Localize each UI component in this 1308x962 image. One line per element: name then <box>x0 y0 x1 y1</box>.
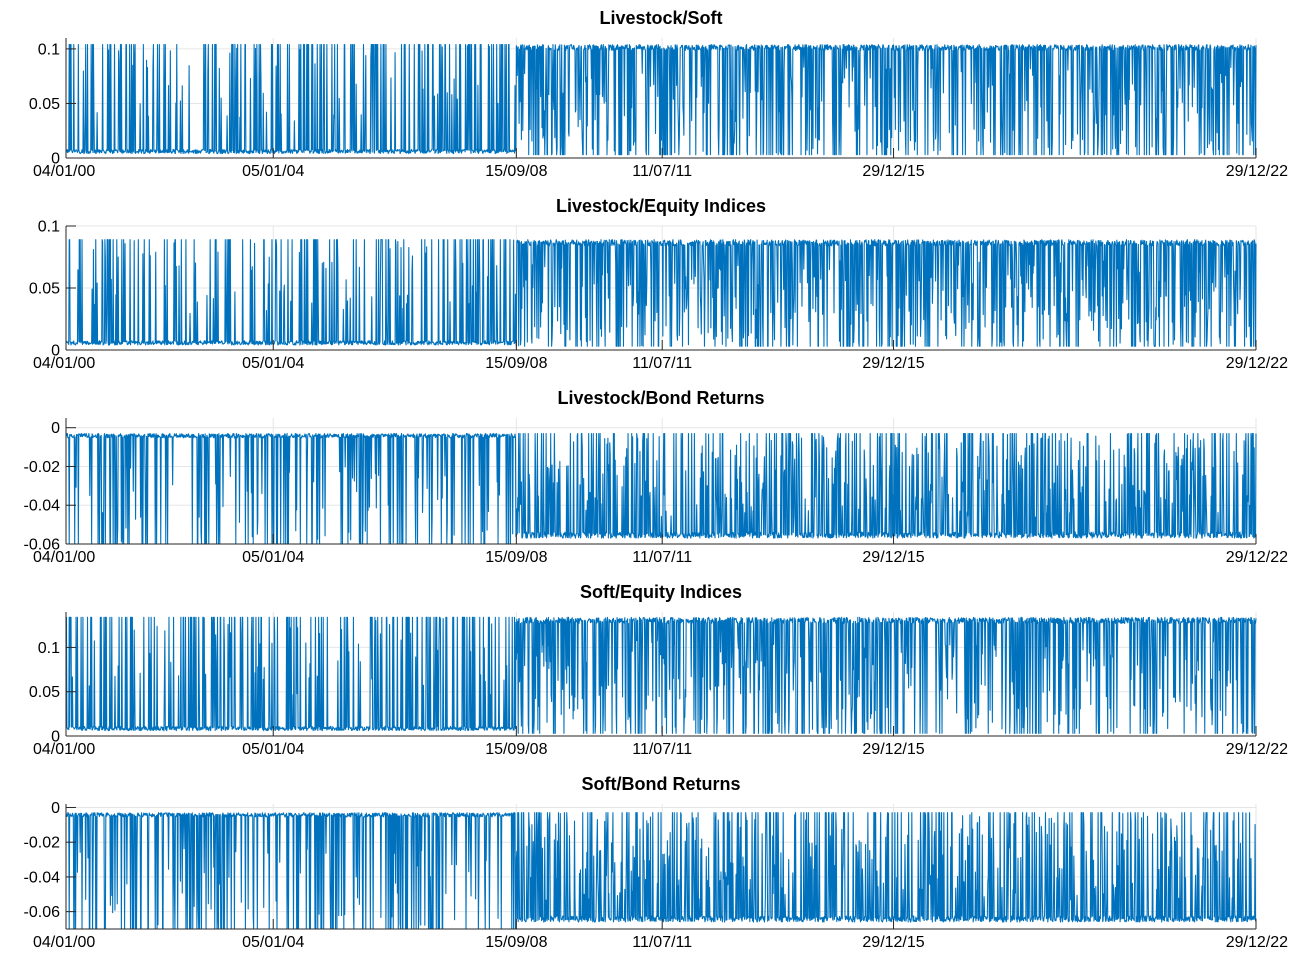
y-tick-label: -0.06 <box>24 904 61 921</box>
y-tick-label: 0.05 <box>29 684 60 701</box>
chart-panel: Livestock/Bond Returns -0.06 -0.04 -0.02 0 04… <box>24 388 1289 566</box>
x-tick-label: 05/01/04 <box>242 741 304 758</box>
x-tick-label: 05/01/04 <box>242 549 304 566</box>
chart-title: Livestock/Bond Returns <box>557 388 764 408</box>
series-line <box>65 616 1257 734</box>
chart-panel: Soft/Equity Indices 0 0.05 0.1 04/01/00 05/01… <box>29 582 1288 758</box>
chart-title: Soft/Bond Returns <box>582 774 741 794</box>
x-tick-label: 05/01/04 <box>242 163 304 180</box>
x-tick-label: 15/09/08 <box>485 934 547 951</box>
x-tick-label: 29/12/15 <box>862 934 924 951</box>
y-tick-label: -0.06 <box>24 537 61 554</box>
x-tick-label: 15/09/08 <box>485 549 547 566</box>
x-tick-label: 11/07/11 <box>632 934 692 951</box>
y-tick-label: -0.04 <box>24 869 61 886</box>
x-tick-label: 29/12/22 <box>1226 549 1288 566</box>
x-tick-label: 29/12/22 <box>1226 741 1288 758</box>
x-tick-label: 15/09/08 <box>485 355 547 372</box>
chart-panel: Livestock/Soft 0 0.05 0.1 04/01/00 05/01/04 15… <box>29 8 1288 180</box>
series-line <box>65 43 1257 156</box>
y-tick-label: 0 <box>51 729 60 746</box>
x-tick-label: 11/07/11 <box>632 741 692 758</box>
x-tick-label: 29/12/22 <box>1226 163 1288 180</box>
x-tick-label: 04/01/00 <box>33 934 95 951</box>
y-tick-label: 0.05 <box>29 96 60 113</box>
y-tick-label: 0 <box>51 420 60 437</box>
series-line <box>65 239 1257 347</box>
chart-title: Livestock/Equity Indices <box>556 196 766 216</box>
y-tick-label: 0.05 <box>29 281 60 298</box>
x-tick-label: 04/01/00 <box>33 741 95 758</box>
y-tick-label: 0.1 <box>38 219 60 236</box>
x-tick-label: 29/12/15 <box>862 355 924 372</box>
y-tick-label: -0.02 <box>24 459 61 476</box>
x-tick-label: 15/09/08 <box>485 741 547 758</box>
y-tick-label: 0.1 <box>38 640 60 657</box>
series-line <box>65 432 1257 545</box>
x-tick-label: 29/12/15 <box>862 163 924 180</box>
y-tick-label: -0.02 <box>24 835 61 852</box>
x-tick-label: 04/01/00 <box>33 549 95 566</box>
chart-title: Livestock/Soft <box>599 8 722 28</box>
x-tick-label: 04/01/00 <box>33 163 95 180</box>
x-tick-label: 05/01/04 <box>242 934 304 951</box>
x-tick-label: 04/01/00 <box>33 355 95 372</box>
y-tick-label: 0 <box>51 151 60 168</box>
x-tick-label: 11/07/11 <box>632 549 692 566</box>
chart-title: Soft/Equity Indices <box>580 582 742 602</box>
x-tick-label: 11/07/11 <box>632 163 692 180</box>
y-tick-label: 0 <box>51 800 60 817</box>
x-tick-label: 29/12/15 <box>862 549 924 566</box>
chart-panel: Soft/Bond Returns -0.06 -0.04 -0.02 0 04/01/0… <box>24 774 1289 951</box>
y-tick-label: -0.04 <box>24 498 61 515</box>
x-tick-label: 11/07/11 <box>632 355 692 372</box>
x-tick-label: 29/12/22 <box>1226 355 1288 372</box>
series-line <box>65 812 1257 930</box>
chart-panel: Livestock/Equity Indices 0 0.05 0.1 04/01/00… <box>29 196 1288 372</box>
x-tick-label: 29/12/22 <box>1226 934 1288 951</box>
x-tick-label: 15/09/08 <box>485 163 547 180</box>
x-tick-label: 05/01/04 <box>242 355 304 372</box>
x-tick-label: 29/12/15 <box>862 741 924 758</box>
y-tick-label: 0.1 <box>38 41 60 58</box>
y-tick-label: 0 <box>51 343 60 360</box>
